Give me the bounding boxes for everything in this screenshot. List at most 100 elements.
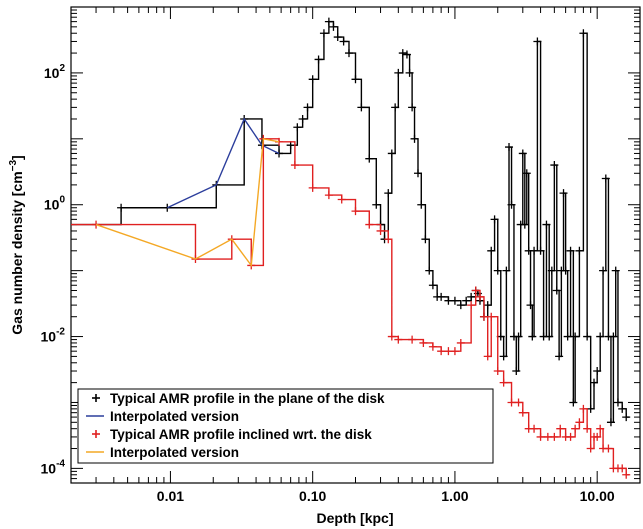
- data-point-plus: [428, 281, 437, 290]
- data-point-plus: [483, 352, 492, 361]
- data-point-plus: [563, 332, 572, 341]
- data-point-plus: [308, 183, 317, 192]
- data-point-plus: [319, 29, 328, 38]
- data-point-plus: [290, 161, 299, 170]
- data-point-plus: [518, 149, 527, 158]
- y-axis-title-close: ]: [9, 155, 25, 160]
- data-point-plus: [405, 68, 414, 77]
- data-point-plus: [479, 312, 488, 321]
- data-point-plus: [575, 418, 584, 427]
- x-tick-label: 0.10: [299, 488, 326, 504]
- y-axis-title: Gas number density [cm−3]: [8, 155, 25, 334]
- data-point-plus: [569, 398, 578, 407]
- data-point-plus: [308, 75, 317, 84]
- data-point-plus: [586, 444, 595, 453]
- data-point-plus: [357, 103, 366, 112]
- data-point-plus: [583, 332, 592, 341]
- data-point-plus: [437, 347, 446, 356]
- data-point-plus: [408, 335, 417, 344]
- legend-label-inclined: Typical AMR profile inclined wrt. the di…: [110, 427, 372, 442]
- data-point-plus: [408, 103, 417, 112]
- data-point-plus: [450, 347, 459, 356]
- data-point-plus: [413, 169, 422, 178]
- data-point-plus: [528, 332, 537, 341]
- data-point-plus: [351, 207, 360, 216]
- data-point-plus: [499, 378, 508, 387]
- series-line: [166, 117, 280, 209]
- data-point-plus: [536, 432, 545, 441]
- data-point-plus: [339, 37, 348, 46]
- series-2: [71, 134, 631, 479]
- data-point-plus: [547, 266, 556, 275]
- data-point-plus: [329, 22, 338, 31]
- y-axis-title-sup: −3: [8, 160, 19, 172]
- x-tick-label: 0.01: [157, 488, 184, 504]
- data-point-plus: [583, 424, 592, 433]
- data-point-plus: [611, 266, 620, 275]
- data-point-plus: [561, 266, 570, 275]
- data-point-plus: [298, 114, 307, 123]
- data-point-plus: [425, 266, 434, 275]
- legend-label-interp-1: Interpolated version: [110, 409, 239, 424]
- series-0: [71, 17, 631, 427]
- data-point-plus: [609, 332, 618, 341]
- data-point-plus: [398, 49, 407, 58]
- data-point-plus: [365, 220, 374, 229]
- data-point-plus: [394, 68, 403, 77]
- data-point-plus: [376, 226, 385, 235]
- data-point-plus: [471, 286, 480, 295]
- series-line: [71, 20, 630, 424]
- data-point-plus: [337, 195, 346, 204]
- y-tick-label: 100: [44, 195, 66, 213]
- data-point-plus: [514, 332, 523, 341]
- series-layer: [71, 17, 631, 479]
- data-point-plus: [456, 338, 465, 347]
- legend: Typical AMR profile in the plane of the …: [77, 388, 494, 464]
- y-tick-label: 10-2: [41, 327, 66, 345]
- data-point-plus: [556, 424, 565, 433]
- data-point-plus: [596, 424, 605, 433]
- data-point-plus: [579, 29, 588, 38]
- data-point-plus: [575, 246, 584, 255]
- data-point-plus: [384, 189, 393, 198]
- data-point-plus: [490, 215, 499, 224]
- data-point-plus: [536, 246, 545, 255]
- data-point-plus: [384, 235, 393, 244]
- data-point-plus: [559, 189, 568, 198]
- data-point-plus: [596, 332, 605, 341]
- data-point-plus: [618, 404, 627, 413]
- data-point-plus: [618, 464, 627, 473]
- data-point-plus: [507, 398, 516, 407]
- data-point-plus: [493, 367, 502, 376]
- data-point-plus: [314, 55, 323, 64]
- data-point-plus: [344, 49, 353, 58]
- x-axis-title: Depth [kpc]: [317, 510, 394, 526]
- data-point-plus: [467, 301, 476, 310]
- data-point-plus: [117, 203, 126, 212]
- data-point-plus: [530, 424, 539, 433]
- data-point-plus: [599, 266, 608, 275]
- ticks: 0.01 0.10 1.00 10.00 102 100 10-2 10-4: [41, 6, 641, 504]
- data-point-plus: [514, 398, 523, 407]
- series-line: [95, 137, 280, 268]
- data-point-plus: [542, 220, 551, 229]
- data-point-plus: [499, 352, 508, 361]
- data-point-plus: [293, 123, 302, 132]
- data-point-plus: [613, 398, 622, 407]
- data-point-plus: [566, 246, 575, 255]
- data-point-plus: [550, 161, 559, 170]
- data-point-plus: [622, 470, 631, 479]
- y-tick-label: 102: [44, 63, 66, 81]
- data-point-plus: [483, 301, 492, 310]
- data-point-plus: [421, 235, 430, 244]
- data-point-plus: [333, 33, 342, 42]
- data-point-plus: [493, 266, 502, 275]
- data-point-plus: [593, 432, 602, 441]
- data-point-plus: [462, 296, 471, 305]
- data-point-plus: [437, 292, 446, 301]
- x-tick-label: 10.00: [580, 488, 615, 504]
- data-point-plus: [303, 103, 312, 112]
- data-point-plus: [275, 149, 284, 158]
- y-tick-label: 10-4: [41, 458, 66, 476]
